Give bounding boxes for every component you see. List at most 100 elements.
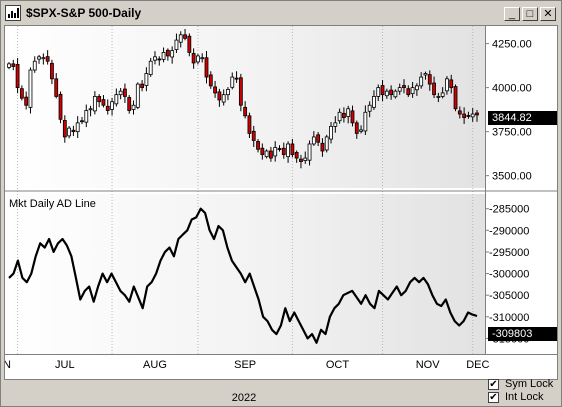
candlestick <box>427 70 432 91</box>
candlestick <box>247 112 252 138</box>
candlestick <box>414 83 419 96</box>
maximize-button[interactable]: □ <box>522 7 538 21</box>
candlestick <box>354 120 359 139</box>
window-title: $SPX-S&P 500-Daily <box>26 6 142 20</box>
candlestick <box>204 51 209 84</box>
candlestick <box>341 107 346 123</box>
candlestick <box>410 81 415 98</box>
candlestick <box>67 126 72 139</box>
candlestick <box>290 139 295 158</box>
candlestick <box>131 100 136 115</box>
candlestick <box>337 108 342 124</box>
x-tick-label: JUL <box>55 359 75 371</box>
candlestick <box>324 134 329 153</box>
y-tick-label: -310000 <box>489 312 529 324</box>
candlestick <box>307 140 312 166</box>
candlestick <box>466 111 471 119</box>
candlestick <box>436 92 441 103</box>
candlestick <box>299 154 303 169</box>
int-lock-check-icon[interactable]: ✔ <box>488 392 499 403</box>
ad-panel-title: Mkt Daily AD Line <box>9 198 96 210</box>
last-price-tag: 3844.82 <box>488 111 557 125</box>
close-button[interactable]: ✕ <box>540 7 556 21</box>
candlestick <box>380 80 385 102</box>
candlestick <box>7 62 11 70</box>
candlestick <box>208 71 213 89</box>
y-tick-label: -285000 <box>489 204 529 216</box>
x-tick-label: OCT <box>326 359 350 371</box>
chart-app-icon[interactable] <box>5 5 21 21</box>
candlestick <box>230 72 235 90</box>
candlestick <box>75 116 80 138</box>
candlestick <box>101 95 106 108</box>
candlestick <box>174 33 179 53</box>
candlestick <box>402 79 406 94</box>
x-tick-label: DEC <box>466 359 489 371</box>
candlestick <box>449 74 454 94</box>
candlestick <box>187 33 192 57</box>
candlestick <box>123 83 127 103</box>
candlestick <box>329 121 333 144</box>
candlestick <box>114 88 119 107</box>
candlestick <box>384 88 389 99</box>
candlestick <box>80 117 84 125</box>
x-tick-label: AUG <box>143 359 167 371</box>
candlestick <box>92 91 97 115</box>
sym-lock-label: Sym Lock <box>505 378 554 390</box>
sym-lock-check-icon[interactable]: ✔ <box>488 379 499 390</box>
candlestick <box>170 46 175 64</box>
candlestick <box>200 53 205 63</box>
candlestick <box>457 106 462 119</box>
candlestick <box>316 132 321 147</box>
candlestick <box>389 85 394 100</box>
candlestick <box>148 57 153 77</box>
candlestick <box>470 108 475 122</box>
y-tick-label: 4000.00 <box>492 83 532 95</box>
candlestick <box>37 54 41 64</box>
candlestick <box>45 50 50 65</box>
candlestick <box>453 84 458 112</box>
candlestick <box>462 107 467 124</box>
candlestick <box>264 149 269 159</box>
candlestick <box>406 85 411 97</box>
candlestick <box>153 51 157 65</box>
candlestick <box>346 105 351 124</box>
candlestick <box>161 47 166 63</box>
candlestick <box>97 94 102 108</box>
candlestick <box>273 141 278 162</box>
candlestick <box>372 90 376 110</box>
y-tick-labels: 4250.00 4000.00 3750.00 3500.00 -285000 -2900… <box>485 39 532 345</box>
candlestick <box>475 109 479 122</box>
y-tick-label: -300000 <box>489 269 529 281</box>
candlestick <box>105 99 110 115</box>
candlestick <box>397 83 402 95</box>
candlestick <box>445 76 449 95</box>
candlestick <box>19 85 24 101</box>
y-tick-label: -290000 <box>489 225 529 237</box>
candlestick <box>84 104 89 128</box>
candlestick <box>71 125 76 137</box>
last-ad-value-tag: -309803 <box>488 327 557 341</box>
candlestick <box>363 105 368 135</box>
candlestick <box>135 82 140 110</box>
candlestick <box>320 138 325 157</box>
x-tick-label: JUN <box>5 359 11 371</box>
title-bar[interactable]: $SPX-S&P 500-Daily _ □ ✕ <box>2 2 560 24</box>
y-tick-label: -295000 <box>489 247 529 259</box>
candlestick <box>286 141 290 163</box>
chart-area[interactable]: 4250.00 4000.00 3750.00 3500.00 -285000 -2900… <box>4 25 558 380</box>
candlestick <box>350 105 355 127</box>
y-tick-label: 3500.00 <box>492 171 532 183</box>
ad-line-series <box>8 207 478 344</box>
candlestick <box>213 80 217 98</box>
bottom-bar: 2022 ✔ Sym Lock ✔ Int Lock <box>4 378 558 404</box>
candlestick <box>24 91 29 110</box>
candlestick <box>260 143 265 160</box>
candlestick <box>110 97 114 116</box>
minimize-button[interactable]: _ <box>504 7 520 21</box>
candlestick <box>303 151 308 164</box>
candlestick <box>58 91 63 124</box>
candlestick <box>423 71 428 80</box>
candlestick <box>127 95 132 114</box>
candlestick <box>140 80 145 92</box>
